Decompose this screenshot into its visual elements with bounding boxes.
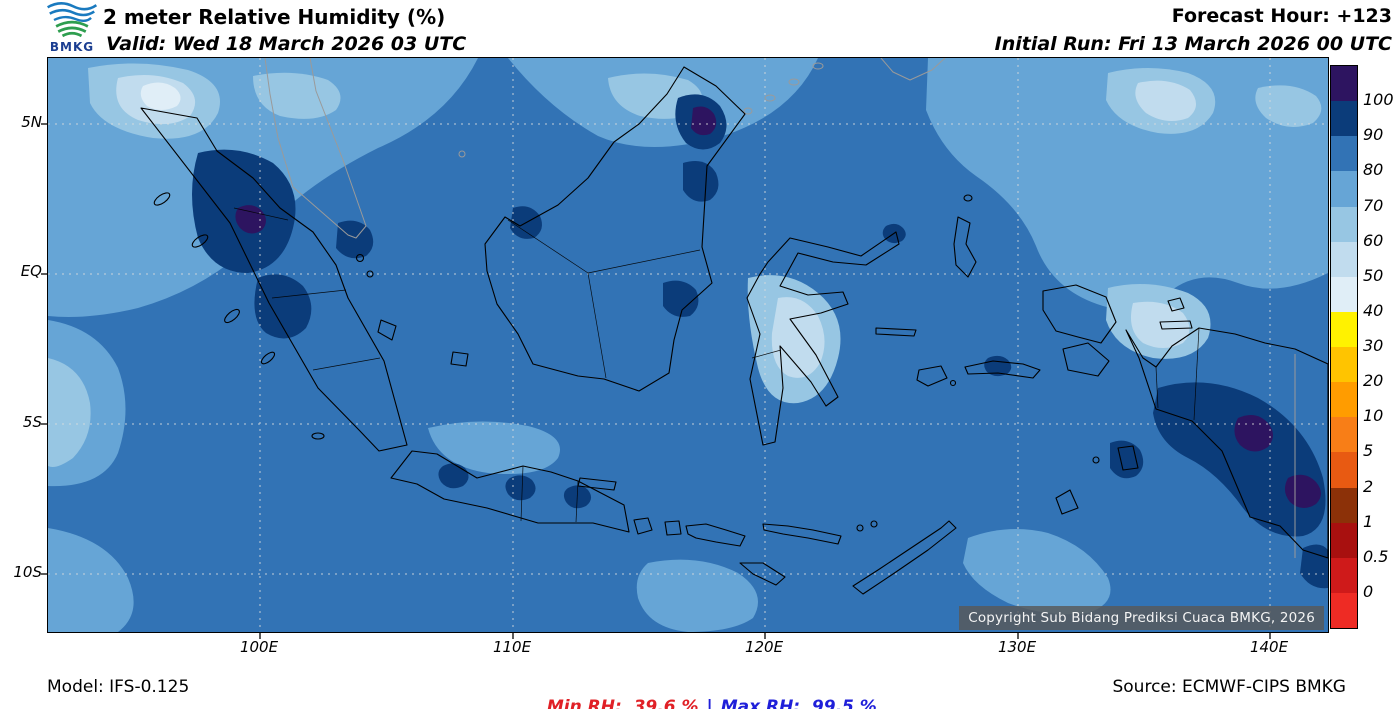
colorbar: [1330, 65, 1358, 629]
colorbar-label: 100: [1363, 90, 1394, 110]
colorbar-label: 5: [1363, 441, 1374, 461]
humidity-map: Copyright Sub Bidang Prediksi Cuaca BMKG…: [41, 57, 1329, 639]
bmkg-logo-label: BMKG: [49, 40, 95, 54]
colorbar-segment: [1331, 136, 1357, 172]
colorbar-segment: [1331, 347, 1357, 383]
colorbar-segment: [1331, 311, 1357, 347]
colorbar-segment: [1331, 66, 1357, 102]
foreign-coastlines: [264, 58, 1296, 558]
colorbar-label: 70: [1363, 195, 1384, 215]
source-label: Source: ECMWF-CIPS BMKG: [1112, 677, 1346, 697]
colorbar-label: 1: [1363, 511, 1374, 531]
page-title: 2 meter Relative Humidity (%): [103, 5, 446, 29]
colorbar-label: 10: [1363, 406, 1384, 426]
lon-tick-label: 120E: [744, 638, 784, 656]
colorbar-label: 60: [1363, 230, 1384, 250]
colorbar-segment: [1331, 101, 1357, 137]
minmax-rh: Min RH: 39.6 % | Max RH: 99.5 %: [523, 677, 877, 709]
colorbar-label: 0: [1363, 581, 1374, 601]
bmkg-logo-icon: [47, 2, 98, 38]
initial-run-label: Initial Run: Fri 13 March 2026 00 UTC: [994, 33, 1392, 55]
min-rh: Min RH: 39.6 %: [546, 697, 699, 709]
rh-field: [48, 58, 1328, 632]
minmax-separator: |: [706, 697, 713, 709]
colorbar-label: 0.5: [1363, 546, 1389, 566]
lat-tick-label: EQ: [20, 262, 42, 280]
province-boundaries: [233, 207, 1200, 523]
lat-tick-label: 10S: [13, 563, 42, 581]
axis-ticks: [41, 123, 1271, 639]
colorbar-label: 50: [1363, 265, 1384, 285]
colorbar-segment: [1331, 452, 1357, 488]
forecast-hour-label: Forecast Hour: +123: [1171, 5, 1392, 27]
colorbar-segment: [1331, 382, 1357, 418]
lon-tick-label: 100E: [239, 638, 279, 656]
bmkg-logo: BMKG: [44, 2, 100, 56]
colorbar-label: 20: [1363, 371, 1384, 391]
lon-tick-label: 140E: [1249, 638, 1289, 656]
valid-time-label: Valid: Wed 18 March 2026 03 UTC: [106, 33, 467, 55]
copyright-overlay: Copyright Sub Bidang Prediksi Cuaca BMKG…: [959, 606, 1324, 630]
colorbar-label: 90: [1363, 125, 1384, 145]
colorbar-label: 30: [1363, 336, 1384, 355]
colorbar-segment: [1331, 206, 1357, 242]
colorbar-segment: [1331, 557, 1357, 593]
colorbar-segment: [1331, 171, 1357, 207]
colorbar-segment: [1331, 276, 1357, 312]
lat-tick-label: 5S: [22, 413, 42, 431]
coastlines: [140, 66, 1328, 595]
colorbar-segment: [1331, 417, 1357, 453]
colorbar-segment: [1331, 592, 1357, 628]
graticule-gridlines: [48, 58, 1328, 632]
max-rh: Max RH: 99.5 %: [720, 697, 877, 709]
lon-tick-label: 110E: [492, 638, 532, 656]
colorbar-label: 2: [1363, 476, 1374, 496]
model-label: Model: IFS-0.125: [47, 677, 190, 697]
lon-tick-label: 130E: [997, 638, 1037, 656]
lat-tick-label: 5N: [21, 113, 42, 131]
colorbar-label: 80: [1363, 160, 1384, 180]
colorbar-label: 40: [1363, 300, 1384, 320]
colorbar-segment: [1331, 241, 1357, 277]
colorbar-segment: [1331, 487, 1357, 523]
colorbar-segment: [1331, 522, 1357, 558]
